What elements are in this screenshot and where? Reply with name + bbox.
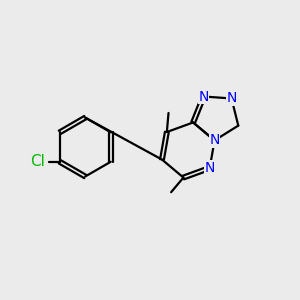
Text: N: N	[198, 89, 209, 103]
Text: N: N	[205, 161, 215, 175]
Text: Cl: Cl	[30, 154, 45, 169]
Text: N: N	[209, 134, 220, 147]
Text: N: N	[226, 92, 237, 106]
